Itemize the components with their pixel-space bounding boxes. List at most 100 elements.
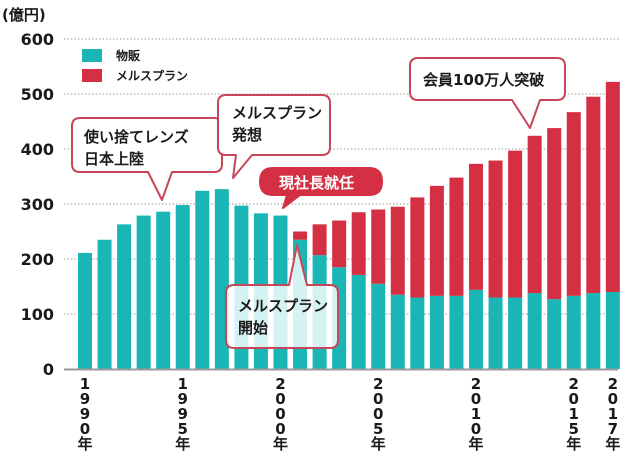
bar-goods-1991 <box>97 239 112 369</box>
bar-mels-plan-2005 <box>371 209 386 284</box>
x-tick-label-2017年-char-0: 2 <box>608 375 618 393</box>
x-tick-label-1990年-char-4: 年 <box>77 435 92 453</box>
x-tick-label-2017年-char-4: 年 <box>605 435 620 453</box>
x-tick-label-2000年-char-3: 0 <box>275 420 285 438</box>
x-tick-label-2015年-char-1: 0 <box>569 390 579 408</box>
bar-mels-plan-2015 <box>566 112 581 296</box>
x-tick-label-2017年-char-1: 0 <box>608 390 618 408</box>
bar-mels-plan-2017 <box>605 81 620 293</box>
x-tick-label-1995年-char-3: 5 <box>178 420 188 438</box>
callout-lens-text-1: 日本上陸 <box>84 150 144 168</box>
bar-goods-2014 <box>547 299 562 369</box>
bar-mels-plan-2001 <box>293 231 308 240</box>
x-tick-label-2000年-char-4: 年 <box>273 435 288 453</box>
bar-goods-2005 <box>371 283 386 369</box>
callout-lens-text-0: 使い捨てレンズ <box>83 128 189 146</box>
y-tick-label-500: 500 <box>21 85 54 104</box>
bar-mels-plan-2010 <box>469 163 483 290</box>
legend: 物販 メルスプラン <box>82 45 188 85</box>
bar-goods-2006 <box>390 294 405 369</box>
y-tick-label-600: 600 <box>21 30 54 49</box>
x-tick-label-2015年-char-3: 5 <box>569 420 579 438</box>
bar-mels-plan-2012 <box>508 150 523 298</box>
y-tick-label-100: 100 <box>21 305 54 324</box>
x-tick-label-2005年-char-2: 0 <box>373 405 383 423</box>
bar-goods-2007 <box>410 297 425 369</box>
x-tick-label-2010年-char-4: 年 <box>468 435 483 453</box>
bar-goods-1993 <box>136 215 151 369</box>
bar-goods-2004 <box>351 274 366 369</box>
callout-president-bubble <box>259 167 383 209</box>
bar-goods-2010 <box>469 289 483 369</box>
bar-mels-plan-2016 <box>586 96 601 294</box>
x-tick-label-1990年-char-1: 9 <box>80 390 90 408</box>
x-tick-label-2010年-char-0: 2 <box>471 375 481 393</box>
y-tick-label-200: 200 <box>21 250 54 269</box>
legend-label-mels-plan: メルスプラン <box>116 68 189 83</box>
x-tick-label-2017年-char-3: 7 <box>608 420 618 438</box>
x-tick-label-2015年-char-2: 1 <box>569 405 579 423</box>
callout-start-bubble <box>225 244 339 349</box>
callout-president-text-0: 現社長就任 <box>279 174 354 192</box>
x-tick-label-1990年-char-2: 9 <box>80 405 90 423</box>
bar-goods-1996 <box>195 190 210 369</box>
bar-goods-1995 <box>175 205 190 369</box>
callout-president: 現社長就任 <box>259 167 383 209</box>
x-tick-label-1990年-char-3: 0 <box>80 420 90 438</box>
x-tick-label-1995年-char-2: 9 <box>178 405 188 423</box>
x-tick-label-2005年-char-1: 0 <box>373 390 383 408</box>
callout-start-text-1: 開始 <box>238 319 268 337</box>
x-tick-label-2005年-char-3: 5 <box>373 420 383 438</box>
bar-mels-plan-2008 <box>429 185 444 296</box>
x-tick-label-2010年-char-1: 0 <box>471 390 481 408</box>
callout-idea-text-1: 発想 <box>231 126 262 144</box>
callout-members-text-0: 会員100万人突破 <box>423 71 544 89</box>
callout-idea-bubble <box>217 94 331 179</box>
x-tick-label-1990年-char-0: 1 <box>80 375 90 393</box>
callout-members: 会員100万人突破 <box>409 57 566 129</box>
callout-start-text-0: メルスプラン <box>238 297 328 315</box>
legend-item-goods: 物販 <box>82 45 188 65</box>
bar-mels-plan-2006 <box>390 206 405 295</box>
x-tick-label-2015年-char-4: 年 <box>566 435 581 453</box>
x-tick-label-1995年-char-0: 1 <box>178 375 188 393</box>
bar-goods-2008 <box>429 295 444 369</box>
bar-goods-2011 <box>488 297 503 369</box>
legend-item-mels-plan: メルスプラン <box>82 65 188 85</box>
bar-goods-2012 <box>508 297 523 369</box>
callout-members-bubble <box>409 57 566 129</box>
x-tick-label-2010年-char-2: 1 <box>471 405 481 423</box>
x-tick-label-2000年-char-1: 0 <box>275 390 285 408</box>
bar-mels-plan-2009 <box>449 177 464 296</box>
bar-mels-plan-2011 <box>488 160 503 298</box>
bar-mels-plan-2003 <box>332 220 347 268</box>
x-tick-label-2000年-char-2: 0 <box>275 405 285 423</box>
y-axis-unit-label: (億円) <box>2 6 46 24</box>
x-tick-label-1995年-char-4: 年 <box>175 435 190 453</box>
bar-goods-1992 <box>117 224 132 369</box>
x-tick-label-2015年-char-0: 2 <box>569 375 579 393</box>
x-tick-label-1995年-char-1: 9 <box>178 390 188 408</box>
x-tick-label-2005年-char-0: 2 <box>373 375 383 393</box>
y-tick-label-300: 300 <box>21 195 54 214</box>
legend-label-goods: 物販 <box>116 48 141 63</box>
y-tick-label-0: 0 <box>43 360 54 379</box>
bar-goods-2009 <box>449 295 464 369</box>
x-tick-label-2005年-char-4: 年 <box>371 435 386 453</box>
bar-mels-plan-2014 <box>547 128 562 300</box>
bar-goods-2013 <box>527 293 542 369</box>
bar-mels-plan-2007 <box>410 197 425 298</box>
bar-goods-1994 <box>156 211 171 369</box>
bar-goods-2016 <box>586 293 601 369</box>
bar-mels-plan-2002 <box>312 224 327 256</box>
bar-goods-2017 <box>605 292 620 369</box>
callout-idea-text-0: メルスプラン <box>232 104 322 122</box>
bar-goods-1990 <box>78 252 92 369</box>
x-tick-label-2000年-char-0: 2 <box>275 375 285 393</box>
bar-goods-2015 <box>566 295 581 369</box>
legend-swatch-mels-plan <box>82 68 102 82</box>
